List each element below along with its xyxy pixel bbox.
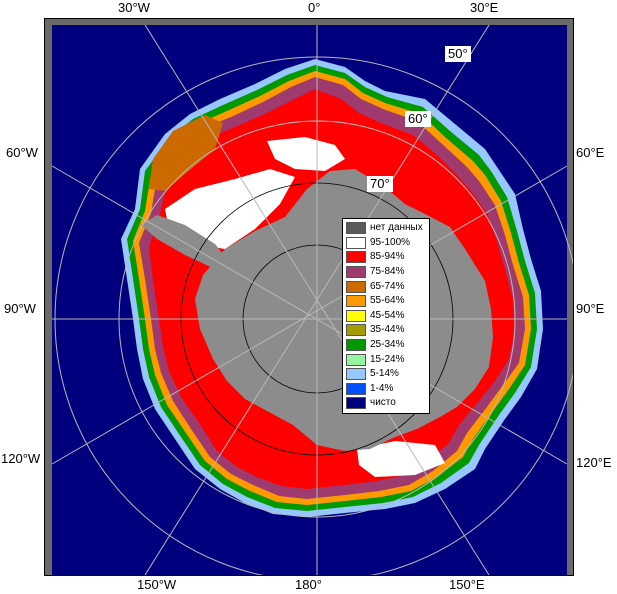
ice-95-100-patch-south xyxy=(357,441,445,477)
map-canvas xyxy=(45,19,573,575)
meridian-30e-150w xyxy=(144,24,490,575)
sea-ice-map: 50° 60° 70° нет данных 95-100% 85-94% 75-84… xyxy=(44,18,574,576)
frame-strip-top xyxy=(45,19,573,25)
legend-row: 95-100% xyxy=(346,236,429,251)
legend-row: 35-44% xyxy=(346,323,429,338)
legend-swatch xyxy=(346,353,366,366)
legend-label: нет данных xyxy=(370,222,423,234)
legend-row: нет данных xyxy=(346,221,429,236)
legend-row: 45-54% xyxy=(346,309,429,324)
legend-swatch xyxy=(346,397,366,410)
legend-label: 95-100% xyxy=(370,236,411,248)
legend-row: 1-4% xyxy=(346,382,429,397)
latitude-label-50: 50° xyxy=(445,46,471,62)
legend-swatch xyxy=(346,251,366,264)
legend-swatch xyxy=(346,295,366,308)
ice-95-100-patch-north xyxy=(267,137,345,171)
legend-label: 5-14% xyxy=(370,368,399,380)
lon-label-bottom-150e: 150°E xyxy=(449,577,485,592)
ice-65-74-patch xyxy=(149,115,223,191)
lon-label-left-60w: 60°W xyxy=(6,145,38,160)
lon-label-left-120w: 120°W xyxy=(1,451,41,466)
meridian-60e-120w xyxy=(51,165,568,465)
frame-strip-right xyxy=(567,19,573,575)
legend-label: 65-74% xyxy=(370,280,405,292)
legend-swatch xyxy=(346,324,366,337)
lon-label-left-90w: 90°W xyxy=(4,301,36,316)
lon-label-top-30w: 30°W xyxy=(118,0,150,15)
lon-label-right-120e: 120°E xyxy=(576,455,612,470)
lon-label-bottom-180: 180° xyxy=(295,577,322,592)
legend-row: 15-24% xyxy=(346,352,429,367)
frame-strip-left xyxy=(45,19,52,575)
lon-label-right-60e: 60°E xyxy=(576,145,605,160)
legend-row: 5-14% xyxy=(346,367,429,382)
legend-row: чисто xyxy=(346,396,429,411)
legend-swatch xyxy=(346,266,366,279)
legend-label: 1-4% xyxy=(370,382,394,394)
ice-95-100-patch-west xyxy=(165,169,295,249)
legend-label: 35-44% xyxy=(370,324,405,336)
graticule xyxy=(51,24,573,575)
legend-row: 65-74% xyxy=(346,279,429,294)
latitude-label-60: 60° xyxy=(405,111,431,127)
legend-row: 85-94% xyxy=(346,250,429,265)
legend-row: 25-34% xyxy=(346,338,429,353)
legend: нет данных 95-100% 85-94% 75-84% 65-74% 55-64… xyxy=(342,218,430,414)
legend-swatch xyxy=(346,382,366,395)
lon-label-top-0: 0° xyxy=(308,0,321,15)
legend-label: 15-24% xyxy=(370,353,405,365)
latitude-label-70: 70° xyxy=(367,176,393,192)
legend-row: 55-64% xyxy=(346,294,429,309)
legend-label: 45-54% xyxy=(370,309,405,321)
legend-swatch xyxy=(346,222,366,235)
legend-swatch xyxy=(346,280,366,293)
legend-label: чисто xyxy=(370,397,396,409)
legend-swatch xyxy=(346,368,366,381)
legend-label: 75-84% xyxy=(370,266,405,278)
legend-row: 75-84% xyxy=(346,265,429,280)
lon-label-right-90e: 90°E xyxy=(576,301,605,316)
legend-swatch xyxy=(346,309,366,322)
lon-label-top-30e: 30°E xyxy=(470,0,499,15)
legend-label: 25-34% xyxy=(370,339,405,351)
legend-label: 85-94% xyxy=(370,251,405,263)
lon-label-bottom-150w: 150°W xyxy=(137,577,177,592)
legend-label: 55-64% xyxy=(370,295,405,307)
legend-swatch xyxy=(346,236,366,249)
legend-swatch xyxy=(346,339,366,352)
